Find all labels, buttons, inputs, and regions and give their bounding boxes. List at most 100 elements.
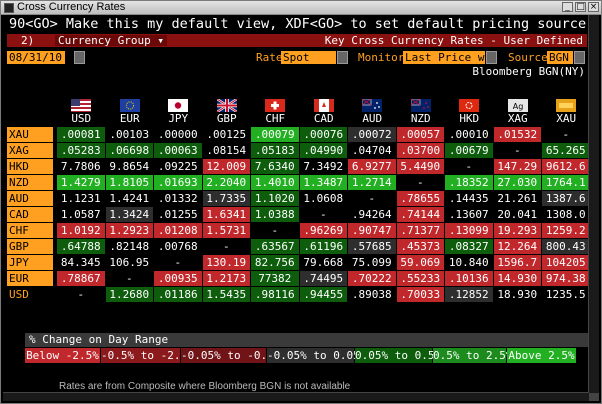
minimize-icon[interactable]: _ (562, 2, 573, 12)
column-header-jpy[interactable]: JPY (168, 112, 189, 125)
column-header-aud[interactable]: AUD (362, 112, 383, 125)
rate-cell[interactable]: 77382 (251, 271, 299, 286)
rate-cell[interactable]: .04704 (348, 143, 396, 158)
rate-cell[interactable]: .01693 (154, 175, 202, 190)
rate-cell[interactable]: 19.293 (493, 223, 541, 238)
calendar-icon[interactable] (74, 51, 85, 64)
column-header-eur[interactable]: EUR (119, 112, 140, 125)
rate-cell[interactable]: 1.4279 (57, 175, 105, 190)
row-header-usd[interactable]: USD (7, 287, 53, 302)
rate-cell[interactable]: .71377 (396, 223, 444, 238)
rate-cell[interactable]: .55233 (396, 271, 444, 286)
rate-cell[interactable]: 12.009 (202, 159, 250, 174)
rate-cell[interactable]: .13099 (445, 223, 493, 238)
rate-cell[interactable]: - (445, 159, 493, 174)
column-header-usd[interactable]: USD (71, 112, 92, 125)
row-header-eur[interactable]: EUR (7, 271, 53, 286)
rate-cell[interactable]: .64788 (57, 239, 105, 254)
rate-cell[interactable]: .09225 (154, 159, 202, 174)
rate-cell[interactable]: 1.4010 (251, 175, 299, 190)
rate-cell[interactable]: 1.2714 (348, 175, 396, 190)
rate-cell[interactable]: 1.3487 (299, 175, 347, 190)
rate-cell[interactable]: .98116 (251, 287, 299, 302)
rate-cell[interactable]: .94264 (348, 207, 396, 222)
rate-cell[interactable]: .90747 (348, 223, 396, 238)
currency-group-menu[interactable]: Currency Group ▾ (55, 35, 167, 46)
rate-cell[interactable]: .82148 (105, 239, 153, 254)
resize-grip[interactable] (589, 393, 599, 401)
rate-cell[interactable]: 27.030 (493, 175, 541, 190)
rate-cell[interactable]: - (251, 223, 299, 238)
rate-cell[interactable]: .57685 (348, 239, 396, 254)
column-header-nzd[interactable]: NZD (410, 112, 431, 125)
row-header-gbp[interactable]: GBP (7, 239, 53, 254)
rate-cell[interactable]: - (105, 271, 153, 286)
rate-cell[interactable]: - (154, 255, 202, 270)
rate-cell[interactable]: 9612.6 (542, 159, 590, 174)
column-header-cad[interactable]: CAD (313, 112, 334, 125)
rate-cell[interactable]: 1387.6 (542, 191, 590, 206)
rate-cell[interactable]: .96269 (299, 223, 347, 238)
rate-cell[interactable]: .18352 (445, 175, 493, 190)
rate-cell[interactable]: .04990 (299, 143, 347, 158)
rate-cell[interactable]: 65.265 (542, 143, 590, 158)
rate-cell[interactable]: .06698 (105, 143, 153, 158)
rate-cell[interactable]: 974.38 (542, 271, 590, 286)
rate-cell[interactable]: .12852 (445, 287, 493, 302)
row-header-hkd[interactable]: HKD (7, 159, 53, 174)
rate-select[interactable]: Spot (281, 51, 336, 64)
row-header-xag[interactable]: XAG (7, 143, 53, 158)
rate-cell[interactable]: 6.9277 (348, 159, 396, 174)
rate-cell[interactable]: .10136 (445, 271, 493, 286)
rate-cell[interactable]: .05183 (251, 143, 299, 158)
rate-cell[interactable]: .70033 (396, 287, 444, 302)
rate-cell[interactable]: .00000 (154, 127, 202, 142)
rate-cell[interactable]: - (396, 175, 444, 190)
monitor-select[interactable]: Last Price w/ (403, 51, 492, 64)
rate-cell[interactable]: .94455 (299, 287, 347, 302)
rate-cell[interactable]: 1.7335 (202, 191, 250, 206)
monitor-dropdown-icon[interactable] (486, 51, 497, 64)
rate-cell[interactable]: 1.2680 (105, 287, 153, 302)
rate-cell[interactable]: 1.0608 (299, 191, 347, 206)
rate-cell[interactable]: .74144 (396, 207, 444, 222)
rate-cell[interactable]: 1.2173 (202, 271, 250, 286)
rate-cell[interactable]: 1.1020 (251, 191, 299, 206)
rate-cell[interactable]: .89038 (348, 287, 396, 302)
rate-cell[interactable]: .03700 (396, 143, 444, 158)
rate-cell[interactable]: .05283 (57, 143, 105, 158)
row-header-jpy[interactable]: JPY (7, 255, 53, 270)
rate-cell[interactable]: 1.5731 (202, 223, 250, 238)
rate-cell[interactable]: 9.8654 (105, 159, 153, 174)
rate-cell[interactable]: .00076 (299, 127, 347, 142)
rate-cell[interactable]: 1.5435 (202, 287, 250, 302)
rate-cell[interactable]: .01255 (154, 207, 202, 222)
rate-cell[interactable]: 18.930 (493, 287, 541, 302)
rate-cell[interactable]: - (299, 207, 347, 222)
rate-cell[interactable]: .61196 (299, 239, 347, 254)
rate-cell[interactable]: 1.6341 (202, 207, 250, 222)
rate-cell[interactable]: 20.041 (493, 207, 541, 222)
rate-cell[interactable]: .14435 (445, 191, 493, 206)
rate-cell[interactable]: .74495 (299, 271, 347, 286)
rate-cell[interactable]: 84.345 (57, 255, 105, 270)
rate-cell[interactable]: 1235.5 (542, 287, 590, 302)
source-dropdown-icon[interactable] (574, 51, 585, 64)
rate-cell[interactable]: .00010 (445, 127, 493, 142)
rate-cell[interactable]: - (202, 239, 250, 254)
rate-cell[interactable]: 1.4241 (105, 191, 153, 206)
rate-cell[interactable]: - (542, 127, 590, 142)
date-input[interactable]: 08/31/10 (7, 51, 65, 64)
column-header-chf[interactable]: CHF (265, 112, 286, 125)
rate-cell[interactable]: .00935 (154, 271, 202, 286)
rate-cell[interactable]: .00679 (445, 143, 493, 158)
rate-cell[interactable]: .45373 (396, 239, 444, 254)
rate-cell[interactable]: 5.4490 (396, 159, 444, 174)
rate-cell[interactable]: 1764.1 (542, 175, 590, 190)
rate-cell[interactable]: .01332 (154, 191, 202, 206)
close-icon[interactable]: × (588, 2, 599, 12)
rate-cell[interactable]: - (348, 191, 396, 206)
rate-cell[interactable]: 21.261 (493, 191, 541, 206)
rate-cell[interactable]: 10.840 (445, 255, 493, 270)
rate-cell[interactable]: 14.930 (493, 271, 541, 286)
